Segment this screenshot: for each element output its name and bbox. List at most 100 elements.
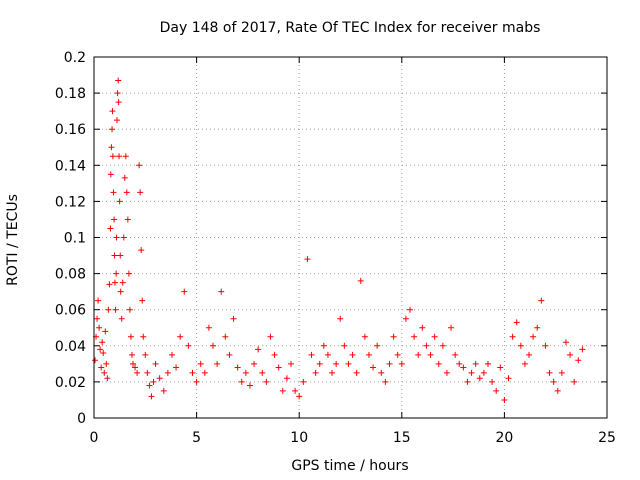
data-point	[128, 351, 135, 358]
data-point	[308, 351, 315, 358]
data-point	[386, 360, 393, 367]
data-point	[575, 357, 582, 364]
data-point	[168, 351, 175, 358]
data-point	[271, 351, 278, 358]
data-point	[296, 393, 303, 400]
data-point	[312, 369, 319, 376]
y-tick-label: 0.02	[55, 375, 86, 391]
y-tick-label: 0.18	[55, 86, 86, 102]
data-point	[107, 225, 114, 232]
data-point	[150, 378, 157, 385]
data-point	[98, 364, 105, 371]
data-point	[382, 378, 389, 385]
data-point	[255, 346, 262, 353]
data-point	[292, 387, 299, 394]
data-point	[118, 315, 125, 322]
data-point	[123, 189, 130, 196]
data-point	[279, 387, 286, 394]
data-point	[189, 369, 196, 376]
data-point	[251, 360, 258, 367]
data-point	[112, 306, 119, 313]
data-point	[104, 375, 111, 382]
data-point	[109, 126, 116, 133]
data-point	[353, 369, 360, 376]
data-point	[349, 351, 356, 358]
y-tick-label: 0.04	[55, 339, 86, 355]
data-point	[99, 339, 106, 346]
data-point	[152, 360, 159, 367]
data-point	[214, 360, 221, 367]
data-point	[333, 360, 340, 367]
x-tick-label: 5	[192, 430, 201, 446]
data-point	[341, 342, 348, 349]
x-tick-label: 25	[598, 430, 616, 446]
data-point	[121, 174, 128, 181]
data-point	[164, 369, 171, 376]
data-point	[567, 351, 574, 358]
data-point	[242, 369, 249, 376]
data-point	[222, 333, 229, 340]
data-point	[378, 369, 385, 376]
y-axis: 0 0.02 0.04 0.06 0.08 0.1 0.12 0.14 0.16 0.18 0.2	[55, 50, 607, 427]
data-point	[300, 378, 307, 385]
chart-title: Day 148 of 2017, Rate Of TEC Index for r…	[160, 20, 541, 36]
data-point	[106, 281, 113, 288]
x-tick-label: 20	[495, 430, 513, 446]
data-point	[501, 396, 508, 403]
data-point	[267, 333, 274, 340]
data-point	[423, 342, 430, 349]
data-point	[114, 90, 121, 97]
data-point	[448, 324, 455, 331]
gridlines	[94, 57, 607, 418]
data-point	[517, 342, 524, 349]
data-point	[173, 364, 180, 371]
data-point	[513, 319, 520, 326]
y-tick-label: 0.08	[55, 267, 86, 283]
data-point	[398, 360, 405, 367]
data-point	[431, 333, 438, 340]
x-tick-label: 0	[90, 430, 99, 446]
data-point	[111, 252, 118, 259]
data-point	[230, 315, 237, 322]
data-point	[117, 288, 124, 295]
y-tick-label: 0.1	[64, 231, 86, 247]
data-point	[562, 339, 569, 346]
data-point	[407, 306, 414, 313]
data-point	[394, 351, 401, 358]
data-point	[111, 279, 118, 286]
data-point	[201, 369, 208, 376]
data-point	[144, 369, 151, 376]
x-axis-label: GPS time / hours	[291, 458, 408, 474]
data-point	[113, 270, 120, 277]
y-tick-label: 0.06	[55, 303, 86, 319]
data-point	[304, 256, 311, 263]
data-point	[345, 360, 352, 367]
y-tick-label: 0.2	[64, 50, 86, 66]
data-point	[108, 144, 115, 151]
data-point	[132, 364, 139, 371]
data-point	[324, 351, 331, 358]
data-point	[102, 328, 109, 335]
data-point	[460, 364, 467, 371]
data-point	[538, 297, 545, 304]
data-point	[542, 342, 549, 349]
data-point	[283, 375, 290, 382]
data-point	[109, 153, 116, 160]
data-point	[101, 369, 108, 376]
data-point	[205, 324, 212, 331]
data-point	[546, 369, 553, 376]
data-point	[136, 162, 143, 169]
data-point	[443, 369, 450, 376]
data-point	[357, 277, 364, 284]
data-point	[156, 375, 163, 382]
data-point	[105, 306, 112, 313]
data-point	[177, 333, 184, 340]
data-point	[419, 324, 426, 331]
data-point	[113, 234, 120, 241]
data-point	[116, 153, 123, 160]
data-point	[411, 333, 418, 340]
data-point	[94, 315, 101, 322]
data-point	[275, 364, 282, 371]
data-point	[509, 333, 516, 340]
